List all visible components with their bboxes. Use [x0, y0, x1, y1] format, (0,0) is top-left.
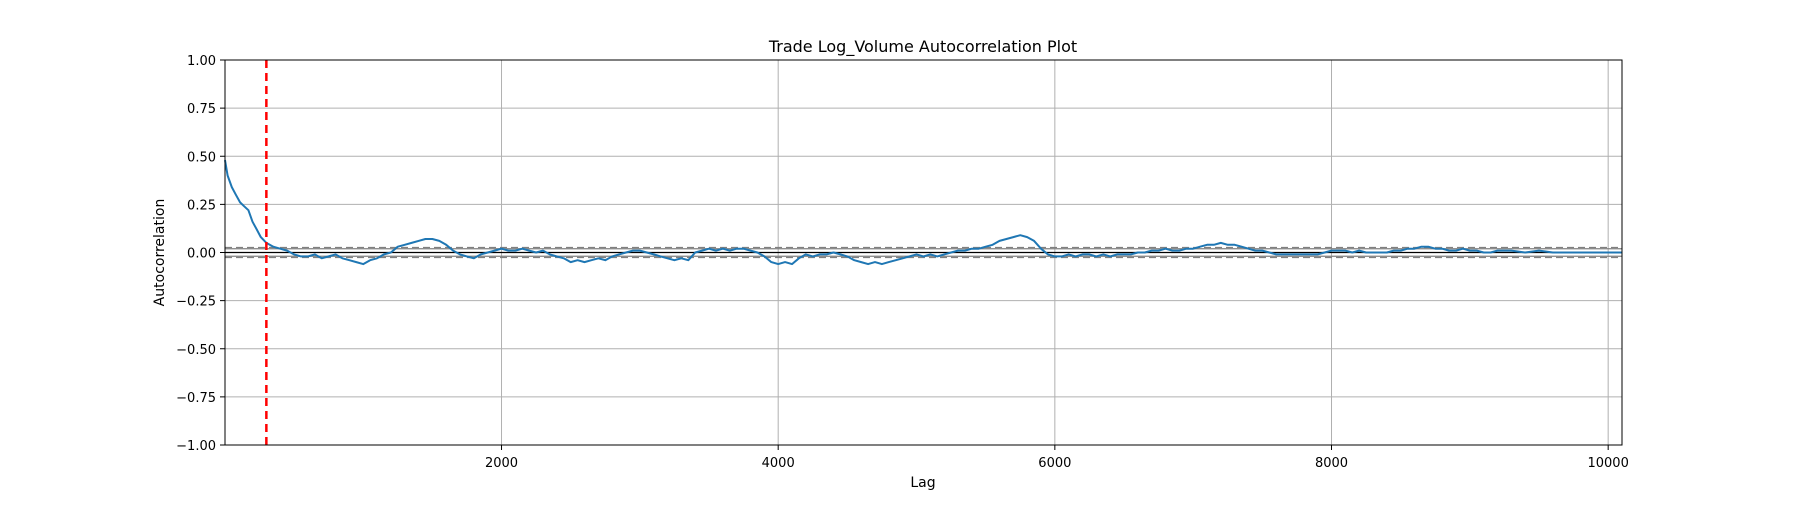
- y-tick-label: −0.50: [176, 343, 216, 358]
- y-tick-label: −0.75: [176, 391, 216, 406]
- x-tick-label: 6000: [1038, 456, 1071, 471]
- x-axis-ticks: 2000 4000 6000 8000 10000: [485, 445, 1629, 471]
- autocorrelation-line: [224, 159, 1622, 266]
- y-tick-label: 0.75: [187, 102, 216, 117]
- x-tick-label: 10000: [1587, 456, 1628, 471]
- y-tick-label: −1.00: [176, 439, 216, 454]
- chart-title: Trade Log_Volume Autocorrelation Plot: [768, 37, 1077, 57]
- series-layer: [224, 159, 1622, 266]
- x-tick-label: 8000: [1315, 456, 1348, 471]
- x-tick-label: 4000: [762, 456, 795, 471]
- y-axis-ticks: 1.00 0.75 0.50 0.25 0.00 −0.25 −0.50 −0.75 −1.00: [176, 54, 225, 454]
- y-tick-label: 1.00: [187, 54, 216, 69]
- y-tick-label: 0.00: [187, 247, 216, 262]
- x-tick-label: 2000: [485, 456, 518, 471]
- x-axis-label: Lag: [910, 475, 935, 491]
- y-tick-label: 0.50: [187, 150, 216, 165]
- y-tick-label: −0.25: [176, 295, 216, 310]
- y-tick-label: 0.25: [187, 198, 216, 213]
- y-axis-label: Autocorrelation: [152, 199, 168, 307]
